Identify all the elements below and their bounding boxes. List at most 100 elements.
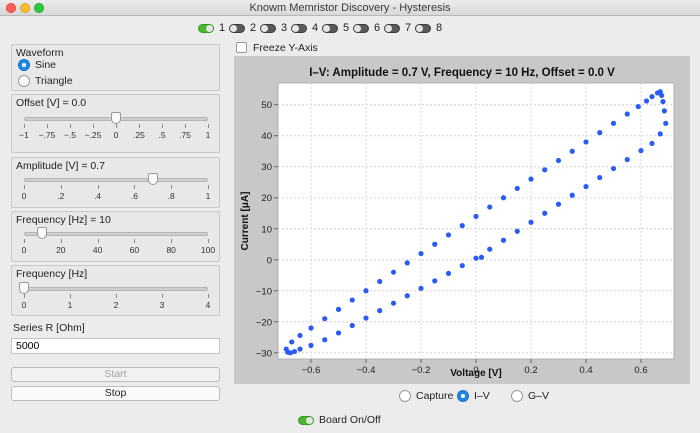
- data-point: [542, 167, 548, 173]
- data-point: [390, 269, 397, 275]
- switch-toggle-6[interactable]: [353, 24, 369, 33]
- slider-tick: [185, 124, 186, 128]
- switch-toggle-4[interactable]: [291, 24, 307, 33]
- data-point: [555, 201, 562, 207]
- switch-toggle-1[interactable]: [198, 24, 214, 33]
- data-point: [597, 130, 603, 136]
- switch-toggle-5[interactable]: [322, 24, 338, 33]
- switch-knob: [354, 25, 361, 32]
- stop-button[interactable]: Stop: [11, 386, 220, 401]
- switch-toggle-8[interactable]: [415, 24, 431, 33]
- series-r-input[interactable]: [11, 338, 220, 354]
- slider-tick-label: −.5: [63, 130, 77, 140]
- switch-knob: [292, 25, 299, 32]
- data-point: [432, 241, 438, 247]
- data-point: [638, 148, 644, 154]
- slider-tick-label: 0: [21, 191, 27, 201]
- slider-tick: [60, 239, 62, 243]
- slider-thumb[interactable]: [19, 282, 29, 294]
- switch-knob: [206, 25, 213, 32]
- y-tick-label: 30: [261, 162, 272, 173]
- data-point: [624, 111, 630, 117]
- slider-thumb[interactable]: [147, 173, 158, 185]
- slider-tick: [208, 124, 209, 128]
- slider-tick-label: 4: [205, 300, 211, 310]
- slider-tick: [97, 185, 99, 189]
- data-point: [308, 342, 314, 348]
- mode-radio[interactable]: [399, 390, 411, 402]
- x-tick-label: 0: [473, 365, 478, 376]
- data-point: [597, 174, 603, 181]
- offset-slider[interactable]: −1 −.75 −.5 −.25 0 .25 .5 .75 1: [19, 112, 210, 142]
- slider-tick: [139, 124, 140, 128]
- chart-points: [283, 89, 669, 356]
- switch-toggle-2[interactable]: [229, 24, 245, 33]
- slider-track[interactable]: [24, 178, 208, 182]
- data-point: [390, 300, 397, 306]
- slider-tick: [208, 294, 209, 298]
- mode-label: G–V: [528, 390, 550, 402]
- slider-tick: [47, 124, 48, 128]
- slider-tick-label: 100: [200, 245, 216, 255]
- data-point: [335, 330, 342, 336]
- freeze-y-axis-checkbox[interactable]: [236, 42, 247, 53]
- data-point: [287, 350, 293, 356]
- switch-toggle-3[interactable]: [260, 24, 276, 33]
- slider-thumb[interactable]: [111, 112, 121, 124]
- data-point: [635, 103, 641, 110]
- start-button[interactable]: Start: [11, 367, 220, 382]
- window-title: Knowm Memristor Discovery - Hysteresis: [249, 2, 451, 14]
- frequency-group: Frequency [Hz] = 10 0 20 40 60 80 100: [11, 211, 220, 262]
- sine-radio[interactable]: [18, 59, 30, 71]
- slider-tick-label: 2: [113, 300, 119, 310]
- board-toggle-switch[interactable]: [298, 416, 314, 425]
- maximize-window-button[interactable]: [34, 3, 44, 13]
- data-point: [610, 120, 617, 126]
- data-point: [363, 315, 369, 321]
- switch-knob: [416, 25, 423, 32]
- switch-toggle-7[interactable]: [384, 24, 400, 33]
- slider-track[interactable]: [24, 287, 208, 291]
- x-tick-label: 0.4: [579, 365, 592, 376]
- y-tick-label: −30: [256, 348, 272, 359]
- switch-label-4: 4: [312, 22, 319, 34]
- data-point: [297, 332, 303, 339]
- slider-tick-label: .75: [179, 130, 191, 140]
- slider-tick-label: .8: [167, 191, 175, 201]
- data-point: [445, 270, 452, 277]
- slider-tick: [134, 239, 136, 243]
- x-tick-label: −0.2: [412, 365, 431, 376]
- slider-tick-label: −.25: [84, 130, 102, 140]
- slider-track[interactable]: [24, 232, 208, 236]
- data-point: [542, 210, 548, 216]
- slider-tick-label: 20: [56, 245, 66, 255]
- data-point: [404, 293, 410, 299]
- minimize-window-button[interactable]: [20, 3, 30, 13]
- mode-label: Capture: [416, 390, 454, 402]
- mode-radio[interactable]: [511, 390, 523, 402]
- sine-label: Sine: [35, 59, 57, 71]
- switch-label-7: 7: [405, 22, 412, 34]
- frequency-slider[interactable]: 0 20 40 60 80 100: [22, 227, 215, 257]
- amplitude-slider[interactable]: 0 .2 .4 .6 .8 1: [21, 173, 210, 203]
- slider-tick-label: .6: [130, 191, 138, 201]
- slider-tick: [208, 185, 209, 189]
- switch-knob: [323, 25, 330, 32]
- triangle-radio[interactable]: [18, 75, 30, 87]
- triangle-label: Triangle: [35, 75, 73, 87]
- switch-label-5: 5: [343, 22, 350, 34]
- data-point: [663, 120, 669, 126]
- board-toggle-knob: [306, 417, 313, 424]
- waveform-label: Waveform: [16, 47, 64, 59]
- slider-tick-label: 40: [92, 245, 103, 255]
- frequency-secondary-slider[interactable]: 0 1 2 3 4: [19, 282, 211, 312]
- data-point: [500, 237, 507, 243]
- offset-group: Offset [V] = 0.0 −1 −.75 −.5 −.25 0 .25 .5 .75 1: [11, 94, 220, 153]
- mode-radio[interactable]: [457, 390, 469, 402]
- slider-tick: [97, 239, 99, 243]
- slider-tick-label: −1: [19, 130, 29, 140]
- slider-thumb[interactable]: [37, 227, 48, 239]
- data-point: [643, 98, 650, 104]
- amplitude-label: Amplitude [V] = 0.7: [16, 160, 106, 172]
- close-window-button[interactable]: [6, 3, 16, 13]
